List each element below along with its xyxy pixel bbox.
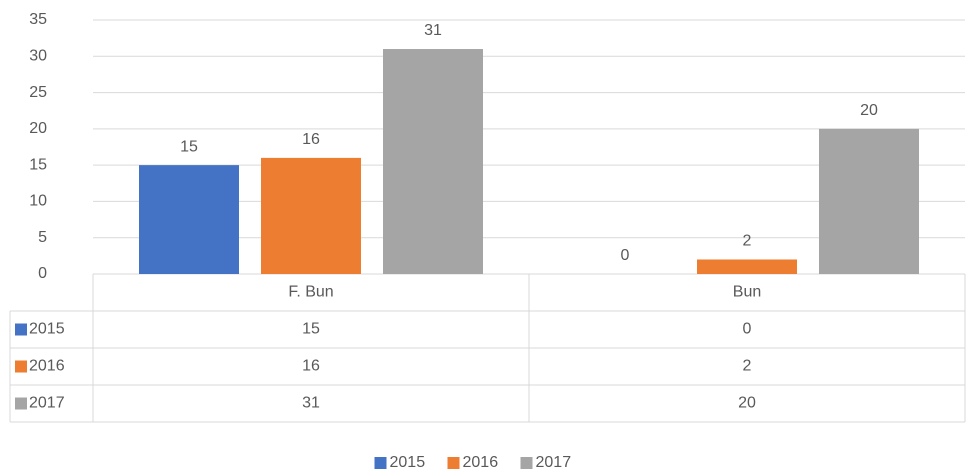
table-cell: 31 bbox=[302, 395, 320, 412]
y-tick-label: 5 bbox=[38, 229, 47, 246]
legend-key bbox=[447, 457, 460, 469]
bar bbox=[383, 49, 483, 275]
data-label: 20 bbox=[860, 102, 878, 119]
bar bbox=[819, 128, 919, 274]
data-label: 0 bbox=[621, 247, 630, 264]
legend-label: 2017 bbox=[536, 454, 572, 471]
legend-key bbox=[374, 457, 387, 469]
table-cell: 0 bbox=[743, 321, 752, 338]
bar bbox=[261, 157, 361, 274]
legend-key bbox=[15, 323, 27, 336]
legend-key bbox=[520, 457, 533, 469]
y-tick-label: 0 bbox=[38, 265, 47, 282]
table-cell: 15 bbox=[302, 321, 320, 338]
table-header: F. Bun bbox=[288, 284, 333, 301]
legend-label: 2016 bbox=[463, 454, 499, 471]
y-tick-label: 15 bbox=[29, 156, 47, 173]
legend-key bbox=[15, 397, 27, 410]
table-row-label: 2015 bbox=[29, 321, 65, 338]
table-row-label: 2017 bbox=[29, 395, 65, 412]
legend-key bbox=[15, 360, 27, 373]
y-tick-label: 30 bbox=[29, 48, 47, 65]
data-label: 31 bbox=[424, 22, 442, 39]
data-label: 15 bbox=[180, 138, 198, 155]
y-tick-label: 35 bbox=[29, 11, 47, 28]
y-tick-label: 10 bbox=[29, 193, 47, 210]
table-cell: 2 bbox=[743, 358, 752, 375]
y-tick-label: 25 bbox=[29, 84, 47, 101]
data-label: 2 bbox=[743, 233, 752, 250]
table-row-label: 2016 bbox=[29, 358, 65, 375]
bar bbox=[139, 165, 239, 274]
legend-label: 2015 bbox=[390, 454, 426, 471]
table-cell: 20 bbox=[738, 395, 756, 412]
bar bbox=[697, 259, 797, 274]
data-label: 16 bbox=[302, 131, 320, 148]
table-header: Bun bbox=[733, 284, 761, 301]
y-tick-label: 20 bbox=[29, 120, 47, 137]
table-cell: 16 bbox=[302, 358, 320, 375]
